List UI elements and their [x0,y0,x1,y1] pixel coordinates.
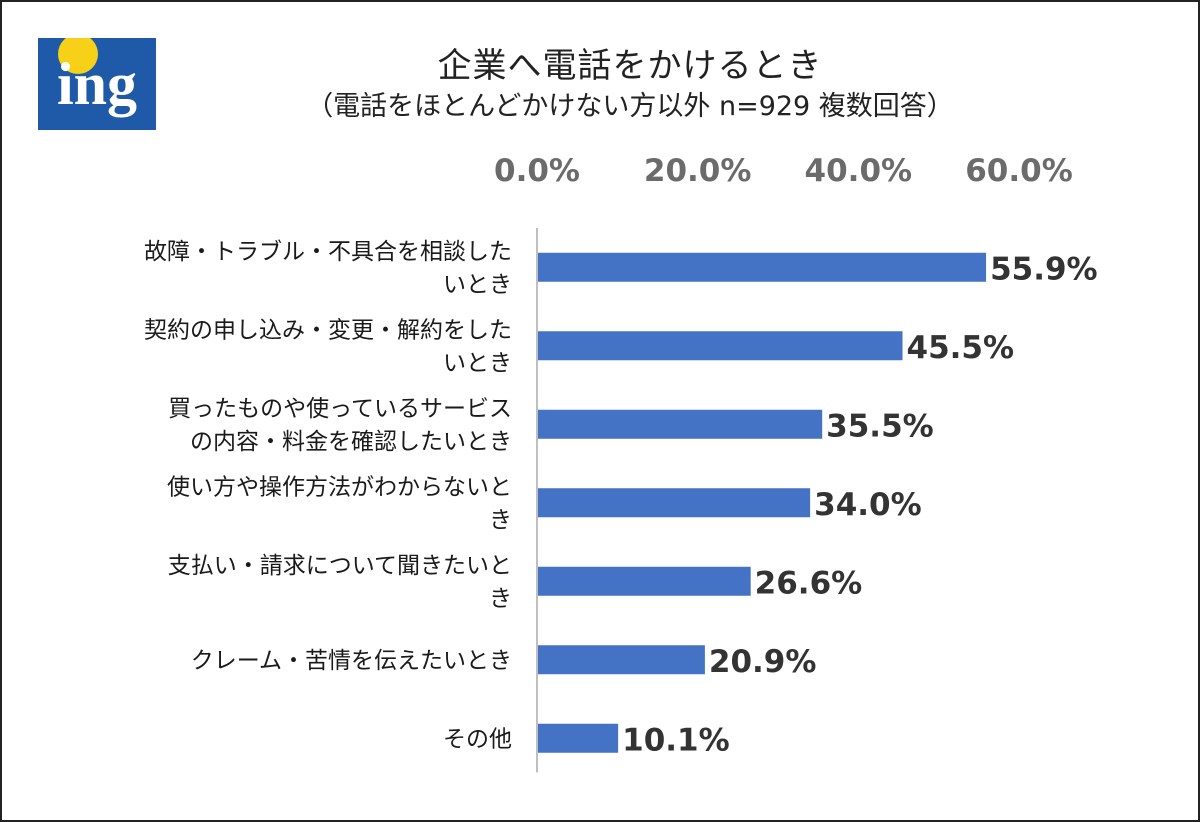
data-label: 26.6% [755,565,863,601]
value-labels: 55.9% 45.5% 35.5% 34.0% 26.6% 20.9% 10.1% [622,251,1097,758]
bar [538,488,811,518]
category-labels: 故障・トラブル・不具合を相談したいとき契約の申し込み・変更・解約をしたいとき買っ… [144,239,512,753]
logo-text: ing [57,51,137,117]
x-axis-ticks: 0.0% 20.0% 40.0% 60.0% [494,153,1073,189]
data-label: 20.9% [709,644,817,680]
data-label: 45.5% [907,330,1015,366]
data-label: 34.0% [814,487,922,523]
category-label: 故障・トラブル・不具合を相談した [144,239,512,265]
bar [538,723,619,753]
x-tick-label: 60.0% [965,153,1073,189]
category-label: いとき [443,350,512,376]
category-label: き [489,507,512,533]
logo-sun-circle [58,38,98,74]
bar [538,645,705,675]
ing-logo: ing [38,38,156,130]
bar [538,566,751,596]
bar [538,409,823,439]
category-label: 契約の申し込み・変更・解約をした [144,317,512,343]
category-label: 支払い・請求について聞きたいと [168,553,512,579]
bar [538,331,903,361]
category-label: クレーム・苦情を伝えたいとき [191,648,512,674]
category-label: 買ったものや使っているサービス [168,396,512,422]
x-tick-label: 40.0% [805,153,913,189]
data-label: 55.9% [990,251,1098,287]
category-label: 使い方や操作方法がわからないと [167,474,512,500]
data-label: 10.1% [622,722,730,758]
category-label: その他 [443,726,512,752]
bars [538,252,987,753]
chart-subtitle: （電話をほとんどかけない方以外 n=929 複数回答） [306,91,954,122]
chart-title: 企業へ電話をかけるとき [437,46,823,86]
category-label: き [489,586,512,612]
data-label: 35.5% [826,408,934,444]
x-tick-label: 0.0% [494,153,580,189]
bar [538,252,987,282]
category-label: の内容・料金を確認したいとき [190,429,512,455]
x-tick-label: 20.0% [644,153,752,189]
category-label: いとき [443,272,512,298]
